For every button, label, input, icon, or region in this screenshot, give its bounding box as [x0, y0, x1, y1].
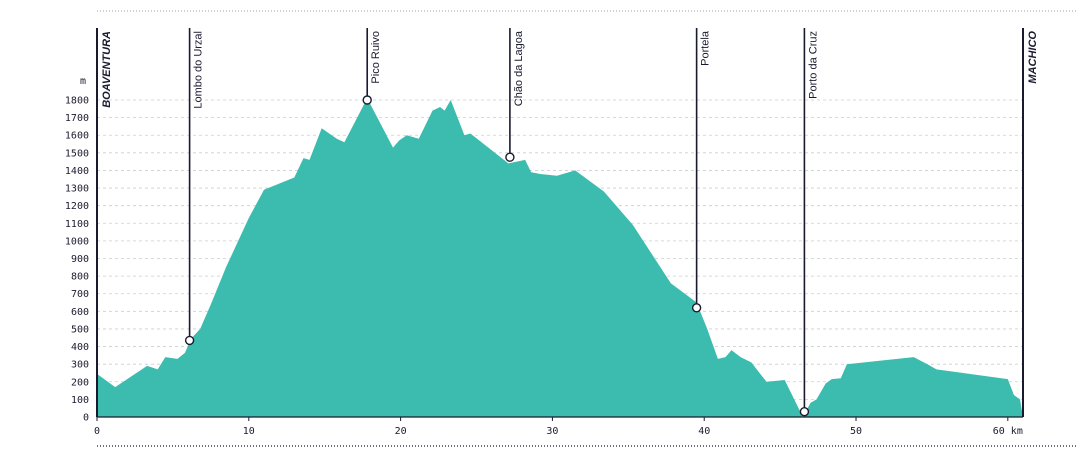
- waypoint-dot-portela: [691, 303, 702, 313]
- y-tick-label: 1700: [65, 113, 89, 124]
- elevation-area: [97, 98, 1023, 417]
- y-tick-label: 1500: [65, 148, 89, 159]
- endpoint-label-boaventura: BOAVENTURA: [101, 31, 113, 108]
- x-tick-label: 30: [546, 426, 558, 437]
- waypoint-dot-porto-da-cruz: [799, 407, 810, 417]
- waypoint-dot-chao-da-lagoa: [505, 152, 515, 162]
- y-tick-label: 800: [71, 272, 89, 283]
- y-axis-ticks: 0 100 200 300 400 500 600 700 800 900 1000 1100 1200…: [65, 96, 89, 424]
- y-tick-label: 200: [71, 377, 89, 388]
- y-tick-label: 500: [71, 324, 89, 335]
- waypoint-dot-pico-ruivo: [362, 95, 372, 105]
- x-axis-ticks: 0 10 20 30 40 50 60 km: [94, 417, 1023, 437]
- waypoint-label-pico-ruivo: Pico Ruivo: [370, 31, 382, 84]
- x-tick-label: 20: [395, 426, 407, 437]
- y-tick-label: 1600: [65, 131, 89, 142]
- y-tick-label: 300: [71, 360, 89, 371]
- y-tick-label: 400: [71, 342, 89, 353]
- waypoint-label-chao-da-lagoa: Chão da Lagoa: [513, 30, 525, 106]
- y-tick-label: 600: [71, 307, 89, 318]
- y-tick-label: 1400: [65, 166, 89, 177]
- x-tick-label: 10: [243, 426, 255, 437]
- x-tick-label: 50: [850, 426, 862, 437]
- x-tick-label: 40: [698, 426, 710, 437]
- waypoint-dot-lombo-do-urzal: [184, 335, 195, 346]
- endpoint-markers: BOAVENTURA MACHICO: [96, 28, 1039, 417]
- x-tick-label: 0: [94, 426, 100, 437]
- elevation-series-area: [97, 98, 1023, 417]
- y-tick-label: 700: [71, 289, 89, 300]
- y-tick-label: 900: [71, 254, 89, 265]
- y-axis-unit: m: [80, 76, 86, 87]
- y-tick-label: 1800: [65, 96, 89, 107]
- waypoint-label-portela: Portela: [700, 30, 712, 66]
- y-tick-label: 0: [83, 413, 89, 424]
- waypoint-label-lombo-do-urzal: Lombo do Urzal: [193, 31, 205, 109]
- waypoint-label-porto-da-cruz: Porto da Cruz: [807, 31, 819, 99]
- x-tick-label: 60 km: [993, 426, 1023, 437]
- y-tick-label: 1200: [65, 201, 89, 212]
- waypoint-markers: Lombo do Urzal Pico Ruivo Chão da Lagoa Por…: [184, 28, 819, 417]
- y-tick-label: 1000: [65, 236, 89, 247]
- endpoint-label-machico: MACHICO: [1027, 31, 1039, 84]
- y-tick-label: 1100: [65, 219, 89, 230]
- y-tick-label: 100: [71, 395, 89, 406]
- y-tick-label: 1300: [65, 184, 89, 195]
